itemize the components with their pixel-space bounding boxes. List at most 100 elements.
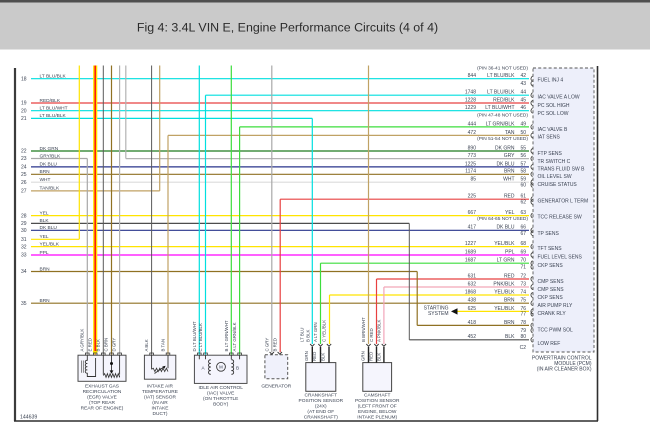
svg-text:(PIN 47-48 NOT USED): (PIN 47-48 NOT USED) — [477, 113, 528, 119]
svg-text:GRY/BLK: GRY/BLK — [40, 153, 62, 159]
svg-text:RECIRCULATION: RECIRCULATION — [83, 389, 122, 395]
svg-text:667: 667 — [468, 210, 477, 216]
svg-text:A: A — [201, 365, 205, 370]
svg-text:CMP SENS: CMP SENS — [538, 279, 565, 285]
svg-text:TAN: TAN — [505, 130, 515, 136]
svg-text:LT BLU/WHT: LT BLU/WHT — [40, 106, 68, 112]
svg-text:1225: 1225 — [465, 161, 476, 167]
svg-text:59: 59 — [520, 177, 526, 183]
svg-text:(IN AIR: (IN AIR — [152, 400, 168, 406]
svg-text:B RED: B RED — [272, 338, 277, 351]
svg-text:472: 472 — [468, 130, 477, 136]
svg-text:418: 418 — [468, 320, 477, 326]
svg-text:42: 42 — [520, 73, 526, 79]
svg-text:DK BLU: DK BLU — [40, 162, 58, 168]
svg-text:DK BLU: DK BLU — [496, 161, 514, 167]
svg-text:30: 30 — [21, 228, 27, 234]
svg-text:(PIN 51-54 NOT USED): (PIN 51-54 NOT USED) — [477, 136, 528, 142]
svg-text:REAR OF ENGINE): REAR OF ENGINE) — [81, 406, 124, 412]
svg-text:77: 77 — [520, 312, 526, 318]
svg-text:BRN: BRN — [504, 320, 515, 326]
svg-text:(IAT) SENSOR: (IAT) SENSOR — [144, 395, 176, 401]
svg-text:FUEL LEVEL SENS: FUEL LEVEL SENS — [538, 255, 583, 261]
svg-text:CMP SENS: CMP SENS — [538, 287, 565, 293]
svg-text:438: 438 — [468, 298, 477, 304]
svg-text:B BLK: B BLK — [305, 329, 310, 342]
svg-text:632: 632 — [468, 281, 477, 287]
svg-text:TCC RELEASE SW: TCC RELEASE SW — [538, 215, 582, 221]
svg-text:LT BLU/BLK: LT BLU/BLK — [40, 113, 67, 119]
svg-text:C2: C2 — [520, 345, 527, 351]
svg-text:890: 890 — [468, 145, 477, 151]
svg-text:AIR PUMP RLY: AIR PUMP RLY — [538, 303, 573, 309]
svg-text:LT GRN/BLK: LT GRN/BLK — [486, 121, 515, 127]
svg-text:C BRN: C BRN — [104, 338, 109, 352]
svg-text:YEL/BLK: YEL/BLK — [40, 241, 60, 247]
svg-text:23: 23 — [21, 156, 27, 162]
svg-text:BRN: BRN — [504, 298, 515, 304]
svg-text:PC SOL HIGH: PC SOL HIGH — [538, 103, 570, 109]
svg-text:45: 45 — [520, 97, 526, 103]
svg-text:LT GRN: LT GRN — [497, 258, 515, 264]
svg-text:POSITION SENSOR: POSITION SENSOR — [355, 398, 400, 404]
svg-text:INTAKE: INTAKE — [152, 406, 169, 412]
svg-text:RED: RED — [504, 194, 515, 200]
svg-text:43: 43 — [520, 81, 526, 87]
svg-text:PNK/BLK: PNK/BLK — [493, 281, 515, 287]
svg-text:31: 31 — [21, 237, 27, 243]
svg-text:35: 35 — [21, 301, 27, 307]
svg-text:RED: RED — [504, 273, 515, 279]
svg-text:IAC VALVE B: IAC VALVE B — [538, 127, 568, 133]
svg-text:E RED: E RED — [88, 338, 93, 351]
svg-text:26: 26 — [21, 180, 27, 186]
svg-text:YEL: YEL — [40, 210, 49, 216]
svg-text:INTAKE PLENUM): INTAKE PLENUM) — [357, 415, 397, 421]
svg-text:71: 71 — [520, 265, 526, 271]
svg-text:66: 66 — [520, 225, 526, 231]
svg-text:LT BLU/BLK: LT BLU/BLK — [487, 90, 515, 96]
svg-text:LT BLU/BLK: LT BLU/BLK — [487, 73, 515, 79]
svg-text:INTAKE AIR: INTAKE AIR — [147, 384, 174, 390]
svg-text:85: 85 — [470, 177, 476, 183]
svg-text:D GRY: D GRY — [112, 338, 117, 352]
svg-text:RED: RED — [369, 352, 374, 361]
svg-text:WHT: WHT — [40, 177, 51, 183]
svg-text:78: 78 — [520, 320, 526, 326]
svg-text:BLK: BLK — [505, 334, 515, 340]
svg-text:LT BLU/WHT: LT BLU/WHT — [485, 105, 514, 111]
svg-text:IAT SENS: IAT SENS — [538, 135, 561, 141]
svg-text:SYSTEM: SYSTEM — [428, 311, 449, 317]
svg-text:MODULE (PCM): MODULE (PCM) — [554, 361, 592, 367]
svg-text:TP SENS: TP SENS — [538, 231, 560, 237]
svg-text:46: 46 — [520, 105, 526, 111]
svg-text:GRY: GRY — [504, 153, 515, 159]
svg-text:M: M — [219, 365, 223, 370]
svg-text:22: 22 — [21, 149, 27, 155]
svg-text:773: 773 — [468, 153, 477, 159]
svg-text:DK GRN: DK GRN — [40, 146, 59, 152]
svg-text:73: 73 — [520, 281, 526, 287]
svg-text:BODY): BODY) — [213, 401, 229, 407]
svg-text:LOW REF: LOW REF — [538, 341, 561, 347]
svg-text:YEL: YEL — [505, 210, 515, 216]
svg-text:A BLK: A BLK — [144, 339, 149, 351]
svg-text:RED: RED — [312, 352, 317, 361]
svg-text:DUCT): DUCT) — [153, 411, 168, 417]
svg-text:20: 20 — [21, 108, 27, 114]
svg-text:21: 21 — [21, 116, 27, 122]
svg-text:RED/BLK: RED/BLK — [40, 98, 61, 104]
svg-text:67: 67 — [520, 231, 526, 237]
svg-text:(AT END OF: (AT END OF — [307, 409, 334, 415]
svg-text:GENERATOR: GENERATOR — [261, 383, 291, 389]
svg-text:79: 79 — [520, 328, 526, 334]
svg-text:(TOP REAR: (TOP REAR — [89, 400, 115, 406]
svg-text:27: 27 — [21, 189, 27, 195]
svg-text:B LT GRN/WHT: B LT GRN/WHT — [224, 320, 229, 351]
svg-text:TR SWITCH C: TR SWITCH C — [538, 159, 571, 165]
svg-text:YEL/BLK: YEL/BLK — [494, 306, 515, 312]
svg-text:1748: 1748 — [465, 90, 476, 96]
svg-text:70: 70 — [520, 258, 526, 264]
svg-text:1229: 1229 — [465, 105, 476, 111]
svg-text:1227: 1227 — [465, 241, 476, 247]
svg-text:(IAC) VALVE: (IAC) VALVE — [207, 390, 234, 396]
